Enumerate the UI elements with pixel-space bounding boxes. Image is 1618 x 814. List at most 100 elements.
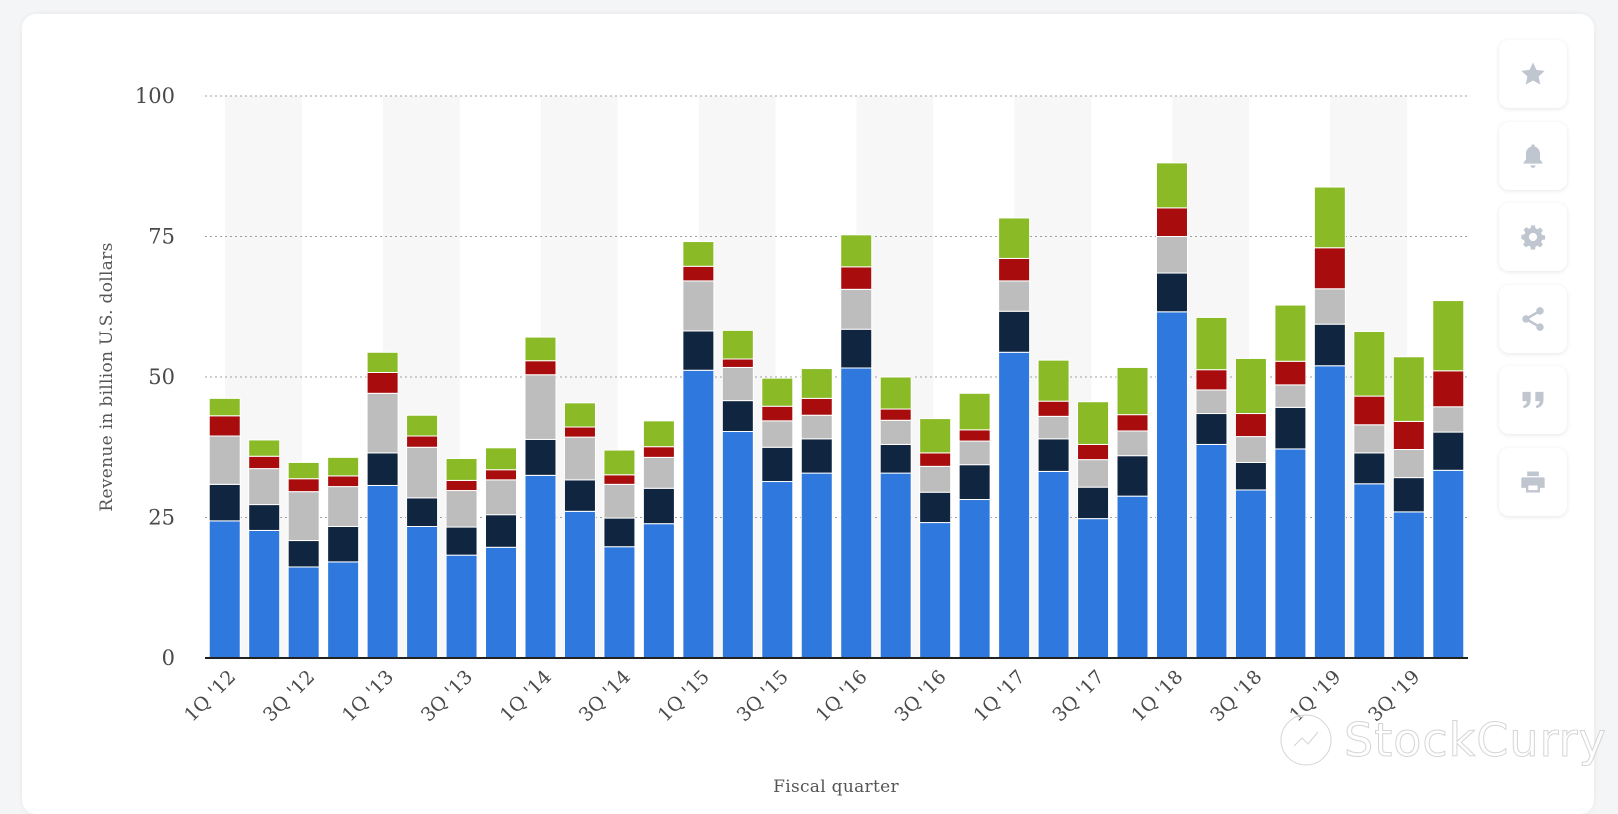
bar-segment-3 [524, 374, 557, 440]
bar-segment-5 [1077, 401, 1110, 445]
x-tick-labels: 1Q '12 3Q '12 1Q '13 3Q '13 1Q '14 3Q '14 1Q '… [180, 666, 1424, 726]
bar-segment-5 [524, 336, 557, 362]
bar-segment-3 [1155, 236, 1188, 274]
bar-segment-5 [248, 439, 281, 457]
bar-segment-4 [406, 435, 439, 448]
y-tick-label: 75 [148, 225, 175, 249]
bar-segment-5 [445, 457, 478, 481]
bar-segment-4 [1155, 207, 1188, 237]
bar-segment-3 [1274, 384, 1307, 408]
bar-segment-4 [958, 429, 991, 442]
bar-segment-5 [761, 377, 794, 407]
bar-segment-3 [840, 288, 873, 330]
bar-segment-2 [1353, 452, 1386, 485]
bar-segment-4 [919, 452, 952, 467]
bar-segment-5 [406, 414, 439, 437]
y-tick-labels: 0 25 50 75 100 [135, 84, 175, 670]
x-tick-label: 1Q '15 [654, 666, 714, 726]
bar-segment-5 [1353, 330, 1386, 397]
bar-segment-3 [1313, 288, 1346, 325]
bar-segment-1 [840, 367, 873, 659]
x-tick-label: 1Q '13 [338, 666, 398, 726]
x-tick-label: 3Q '16 [891, 666, 951, 726]
bar-segment-5 [208, 397, 241, 417]
bar-segment-2 [563, 479, 596, 512]
bar-segment-4 [1432, 370, 1465, 408]
bar-segment-3 [485, 479, 518, 516]
bar-segment-3 [1116, 430, 1149, 457]
print-button[interactable] [1499, 448, 1567, 516]
bar-segment-5 [366, 351, 399, 374]
bar-segment-2 [1432, 431, 1465, 471]
bar-segment-4 [1392, 420, 1425, 450]
bar-segment-4 [721, 358, 754, 368]
bar-segment-2 [208, 483, 241, 522]
bar-segment-4 [840, 266, 873, 290]
bar-segment-5 [563, 402, 596, 428]
share-button[interactable] [1499, 285, 1567, 353]
bar-segment-1 [1037, 470, 1070, 659]
bar-segment-1 [524, 474, 557, 659]
bar-segment-2 [287, 540, 320, 568]
bar-segment-5 [1274, 304, 1307, 362]
bar-segment-1 [445, 554, 478, 659]
bar-segment-5 [1392, 356, 1425, 422]
bar-segment-5 [603, 449, 636, 476]
bar-segment-3 [682, 280, 715, 332]
bar-segment-3 [1195, 389, 1228, 415]
favorite-button[interactable] [1499, 40, 1567, 108]
bar-segment-4 [1116, 414, 1149, 432]
watermark-logo-icon [1279, 713, 1333, 767]
settings-button[interactable] [1499, 203, 1567, 271]
bar-segment-4 [1353, 395, 1386, 426]
x-tick-label: 1Q '17 [969, 666, 1029, 726]
bar-segment-2 [1155, 272, 1188, 313]
bar-segment-2 [721, 400, 754, 433]
bar-segment-5 [721, 329, 754, 360]
bar-segment-2 [603, 517, 636, 548]
bar-segment-3 [642, 456, 675, 489]
bar-segment-2 [248, 504, 281, 531]
bar-segment-2 [1077, 486, 1110, 520]
bar-segment-5 [879, 376, 912, 410]
y-tick-label: 0 [162, 646, 175, 670]
cite-button[interactable] [1499, 366, 1567, 434]
bar-segment-4 [879, 408, 912, 421]
bars [208, 162, 1465, 659]
x-axis-title: Fiscal quarter [773, 777, 899, 797]
bar-segment-4 [682, 265, 715, 282]
bar-segment-1 [879, 472, 912, 659]
x-tick-label: 3Q '12 [259, 666, 319, 726]
bar-segment-1 [366, 484, 399, 659]
bar-segment-1 [287, 566, 320, 659]
bar-segment-5 [1313, 186, 1346, 249]
bar-segment-3 [958, 440, 991, 466]
share-icon [1522, 307, 1544, 331]
bar-segment-4 [485, 469, 518, 481]
bar-segment-4 [524, 360, 557, 376]
bar-segment-1 [1353, 483, 1386, 659]
bar-segment-4 [327, 475, 360, 488]
x-tick-label: 1Q '16 [812, 666, 872, 726]
bar-segment-3 [800, 414, 833, 440]
bar-segment-1 [682, 369, 715, 659]
bar-segment-2 [366, 452, 399, 486]
y-axis-title: Revenue in billion U.S. dollars [97, 242, 117, 511]
bar-segment-5 [800, 368, 833, 399]
bar-segment-1 [1234, 489, 1267, 659]
notification-button[interactable] [1499, 122, 1567, 190]
bar-segment-4 [208, 415, 241, 437]
x-tick-label: 3Q '13 [417, 666, 477, 726]
bar-segment-4 [761, 405, 794, 422]
bar-segment-4 [1077, 443, 1110, 461]
x-tick-label: 3Q '15 [733, 666, 793, 726]
watermark: StockCurry [1278, 712, 1607, 768]
bar-segment-2 [327, 525, 360, 563]
bar-segment-2 [1195, 413, 1228, 445]
bar-segment-1 [1116, 495, 1149, 659]
x-tick-label: 3Q '18 [1206, 666, 1266, 726]
bar-segment-1 [800, 472, 833, 659]
bar-segment-3 [445, 490, 478, 528]
bar-segment-3 [248, 468, 281, 506]
bar-segment-1 [1077, 518, 1110, 659]
